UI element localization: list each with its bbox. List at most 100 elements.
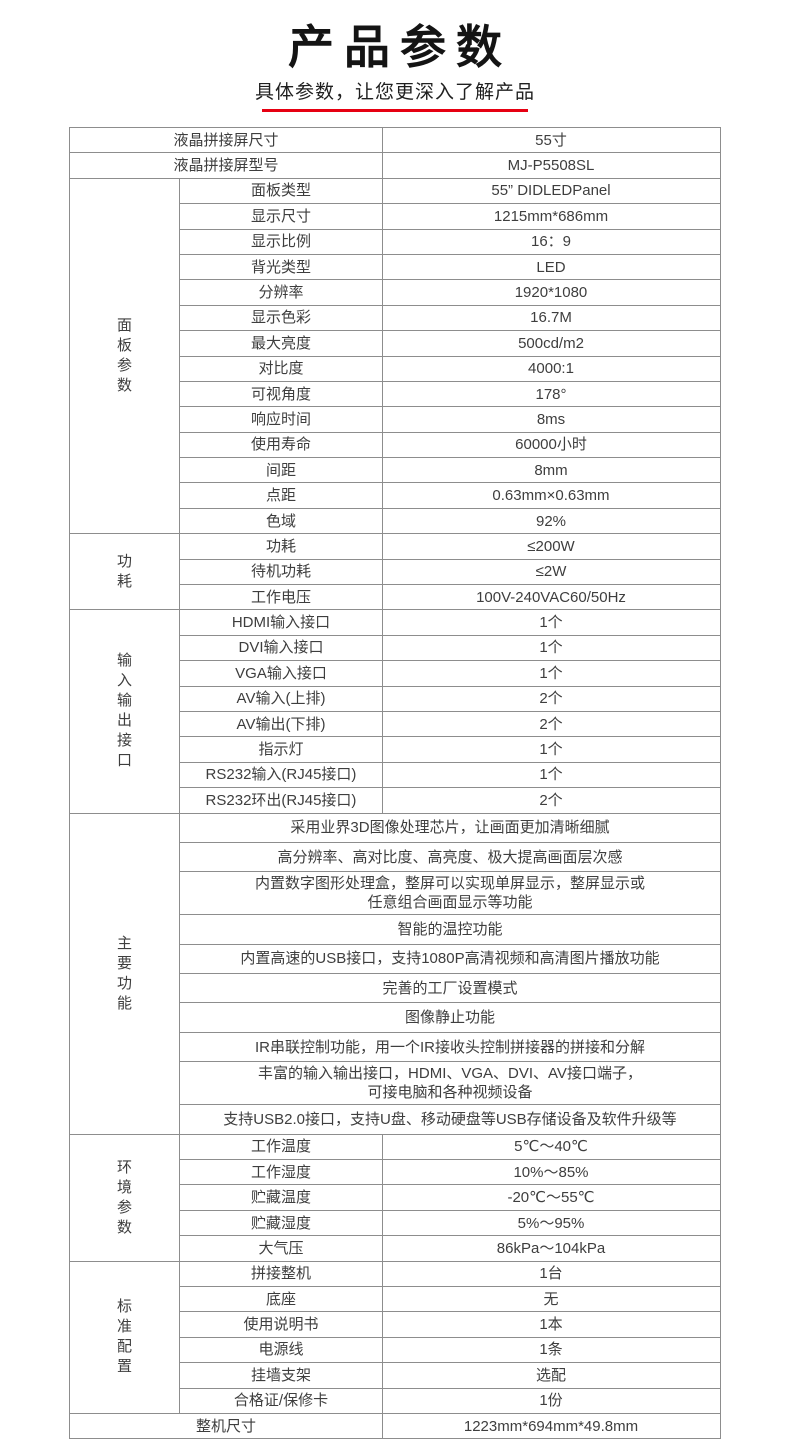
spec-row: 大气压 86kPa～104kPa	[70, 1235, 721, 1262]
spec-value: 1个	[381, 609, 721, 636]
spec-value: 1个	[381, 660, 721, 687]
spec-label: DVI输入接口	[179, 634, 383, 662]
spec-value: 16.7M	[381, 304, 721, 332]
feature-text: 内置数字图形处理盒，整屏可以实现单屏显示，整屏显示或 任意组合画面显示等功能	[179, 871, 721, 916]
spec-label: AV输出(下排)	[179, 710, 383, 738]
spec-label: 整机尺寸	[69, 1412, 383, 1439]
spec-row: 色域 92%	[70, 507, 721, 535]
spec-table-body: 液晶拼接屏尺寸 55寸 液晶拼接屏型号 MJ-P5508SL 面 板 参 数面板类型 55…	[69, 126, 721, 1439]
subtitle-underline	[262, 108, 528, 112]
spec-row: 支持USB2.0接口，支持U盘、移动硬盘等USB存储设备及软件升级等	[70, 1104, 721, 1135]
spec-value: 60000小时	[381, 431, 721, 459]
spec-label: 使用说明书	[179, 1311, 383, 1338]
spec-row: 背光类型 LED	[70, 253, 721, 281]
spec-row: 点距 0.63mm×0.63mm	[70, 482, 721, 509]
spec-value: 1本	[381, 1311, 721, 1338]
spec-label: 使用寿命	[179, 431, 383, 459]
spec-value: MJ-P5508SL	[381, 152, 721, 179]
spec-value: 86kPa～104kPa	[381, 1235, 721, 1262]
spec-value: -20℃～55℃	[381, 1184, 721, 1211]
spec-row: DVI输入接口 1个	[70, 634, 721, 662]
spec-row: RS232环出(RJ45接口) 2个	[70, 787, 721, 814]
spec-row: 智能的温控功能	[70, 914, 721, 945]
group-name-cell: 功 耗	[69, 533, 181, 611]
spec-label: 响应时间	[179, 406, 383, 433]
spec-value: 2个	[381, 685, 721, 712]
spec-label: 拼接整机	[179, 1260, 383, 1288]
spec-row: 合格证/保修卡 1份	[70, 1387, 721, 1414]
spec-row: 整机尺寸 1223mm*694mm*49.8mm	[69, 1412, 721, 1439]
spec-value: 500cd/m2	[381, 330, 721, 357]
spec-label: 最大亮度	[179, 330, 383, 357]
group-name-cell: 环 境 参 数	[69, 1133, 181, 1262]
feature-text: 智能的温控功能	[179, 914, 721, 945]
spec-row: 液晶拼接屏型号 MJ-P5508SL	[69, 152, 721, 179]
spec-value: ≤200W	[381, 533, 721, 560]
spec-label: 显示比例	[179, 228, 383, 255]
spec-label: 色域	[179, 507, 383, 535]
spec-label: 待机功耗	[179, 558, 383, 586]
spec-label: RS232输入(RJ45接口)	[179, 761, 383, 789]
spec-value: 1215mm*686mm	[381, 203, 721, 230]
spec-label: 液晶拼接屏尺寸	[69, 126, 383, 154]
feature-text: 完善的工厂设置模式	[179, 973, 721, 1004]
spec-label: 显示色彩	[179, 304, 383, 332]
spec-value: ≤2W	[381, 558, 721, 586]
spec-label: 对比度	[179, 355, 383, 382]
spec-value: LED	[381, 253, 721, 281]
spec-row: 最大亮度 500cd/m2	[70, 330, 721, 357]
feature-text: 支持USB2.0接口，支持U盘、移动硬盘等USB存储设备及软件升级等	[179, 1104, 721, 1135]
spec-value: 5%～95%	[381, 1209, 721, 1237]
spec-row: 分辨率 1920*1080	[70, 279, 721, 306]
spec-row: 标 准 配 置拼接整机 1台	[69, 1260, 721, 1414]
spec-label: 指示灯	[179, 736, 383, 763]
spec-value: 100V-240VAC60/50Hz	[381, 584, 721, 611]
spec-row: 使用寿命 60000小时	[70, 431, 721, 459]
spec-row: 工作电压 100V-240VAC60/50Hz	[70, 584, 721, 611]
spec-label: 贮藏湿度	[179, 1209, 383, 1237]
spec-value: 2个	[381, 787, 721, 814]
page-subtitle: 具体参数，让您更深入了解产品	[254, 82, 535, 104]
spec-row: 显示尺寸 1215mm*686mm	[70, 203, 721, 230]
spec-row: 贮藏湿度 5%～95%	[70, 1209, 721, 1237]
spec-row: 高分辨率、高对比度、高亮度、极大提高画面层次感	[70, 841, 721, 873]
spec-row: 内置数字图形处理盒，整屏可以实现单屏显示，整屏显示或 任意组合画面显示等功能	[70, 871, 721, 916]
spec-value: 55寸	[381, 126, 721, 154]
spec-label: RS232环出(RJ45接口)	[179, 787, 383, 814]
spec-row: 底座无	[70, 1285, 721, 1313]
page-title: 产品参数	[288, 22, 512, 73]
spec-row: 显示色彩 16.7M	[70, 304, 721, 332]
spec-label: 背光类型	[179, 253, 383, 281]
spec-value: 无	[381, 1285, 721, 1313]
spec-label: HDMI输入接口	[179, 609, 383, 636]
spec-label: 分辨率	[179, 279, 383, 306]
spec-label: 工作湿度	[179, 1159, 383, 1186]
spec-value: 92%	[381, 507, 721, 535]
spec-value: 4000:1	[381, 355, 721, 382]
spec-label: 大气压	[179, 1235, 383, 1262]
spec-row: 指示灯 1个	[70, 736, 721, 763]
spec-value: 1台	[381, 1260, 721, 1288]
spec-value: 16：9	[381, 228, 721, 255]
feature-text: 采用业界3D图像处理芯片，让画面更加清晰细腻	[179, 812, 721, 843]
spec-value: 5℃～40℃	[381, 1133, 721, 1161]
feature-text: 内置高速的USB接口，支持1080P高清视频和高清图片播放功能	[179, 943, 721, 975]
spec-row: 面 板 参 数面板类型 55” DIDLEDPanel	[69, 177, 721, 535]
spec-label: 底座	[179, 1285, 383, 1313]
spec-row: 丰富的输入输出接口，HDMI、VGA、DVI、AV接口端子， 可接电脑和各种视频…	[70, 1061, 721, 1106]
spec-row: 图像静止功能	[70, 1002, 721, 1033]
spec-row: 待机功耗 ≤2W	[70, 558, 721, 586]
spec-label: 显示尺寸	[179, 203, 383, 230]
spec-label: 液晶拼接屏型号	[69, 152, 383, 179]
spec-row: 主 要 功 能采用业界3D图像处理芯片，让画面更加清晰细腻	[69, 812, 721, 1135]
spec-label: 合格证/保修卡	[179, 1387, 383, 1414]
spec-label: 工作电压	[179, 584, 383, 611]
spec-row: 贮藏温度 -20℃～55℃	[70, 1184, 721, 1211]
group-name-cell: 输 入 输 出 接 口	[69, 609, 181, 814]
spec-value: 10%～85%	[381, 1159, 721, 1186]
spec-value: 1个	[381, 634, 721, 662]
spec-label: 间距	[179, 457, 383, 484]
spec-row: 可视角度 178°	[70, 380, 721, 408]
group-name-cell: 标 准 配 置	[69, 1260, 181, 1414]
feature-text: 图像静止功能	[179, 1002, 721, 1033]
